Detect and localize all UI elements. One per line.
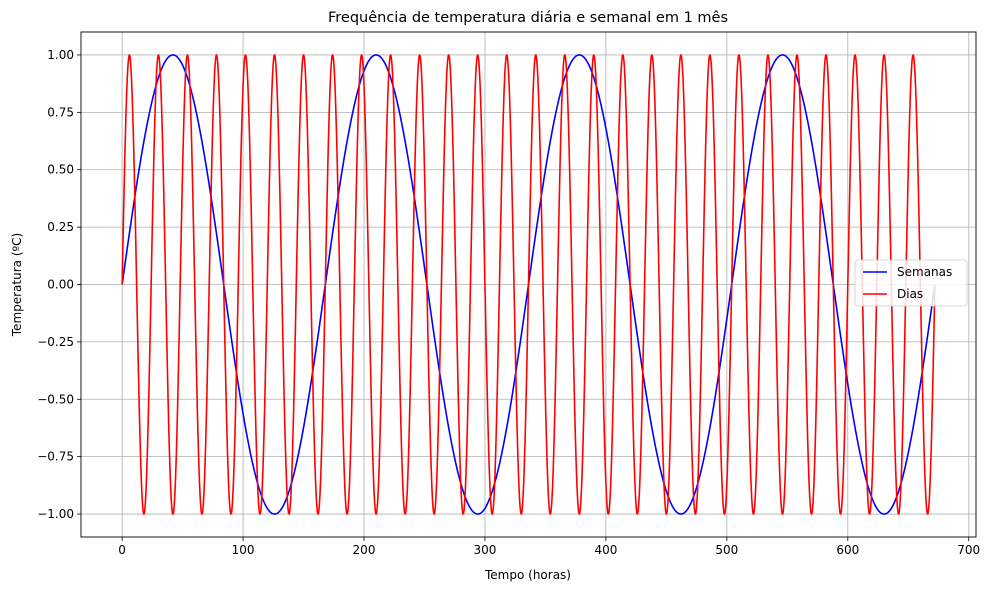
y-tick-label: 1.00 <box>47 48 74 62</box>
x-tick-label: 700 <box>957 543 980 557</box>
series-layer <box>121 54 936 515</box>
series-line-dias <box>121 54 936 515</box>
x-tick-label: 100 <box>232 543 255 557</box>
x-tick-label: 400 <box>594 543 617 557</box>
x-axis: 0 100 200 300 400 500 600 700 <box>118 537 980 557</box>
grid <box>81 32 976 537</box>
y-tick-label: −0.50 <box>37 392 74 406</box>
x-tick-label: 0 <box>118 543 126 557</box>
y-tick-label: −0.75 <box>37 450 74 464</box>
y-axis: 1.00 0.75 0.50 0.25 0.00 −0.25 −0.50 −0.75 −1.00 <box>37 48 81 521</box>
chart-title: Frequência de temperatura diária e seman… <box>328 10 728 26</box>
legend: Semanas Dias <box>854 259 968 307</box>
y-tick-label: 0.25 <box>47 220 74 234</box>
y-tick-label: −0.25 <box>37 335 74 349</box>
x-tick-label: 500 <box>715 543 738 557</box>
y-tick-label: 0.00 <box>47 278 74 292</box>
x-tick-label: 300 <box>474 543 497 557</box>
y-axis-label: Temperatura (ºC) <box>10 233 24 337</box>
y-tick-label: 0.75 <box>47 105 74 119</box>
legend-label: Dias <box>897 287 923 301</box>
x-tick-label: 200 <box>353 543 376 557</box>
y-tick-label: 0.50 <box>47 163 74 177</box>
x-tick-label: 600 <box>836 543 859 557</box>
x-axis-label: Tempo (horas) <box>484 568 571 582</box>
y-tick-label: −1.00 <box>37 507 74 521</box>
legend-label: Semanas <box>897 265 952 279</box>
